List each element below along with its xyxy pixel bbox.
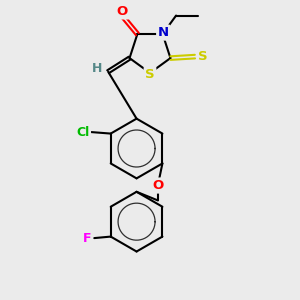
Text: S: S [145,68,155,81]
Text: S: S [199,50,208,63]
Text: N: N [158,26,169,39]
Text: Cl: Cl [76,126,90,139]
Text: H: H [92,61,102,75]
Text: O: O [152,179,164,192]
Text: F: F [82,232,91,244]
Text: O: O [117,5,128,18]
